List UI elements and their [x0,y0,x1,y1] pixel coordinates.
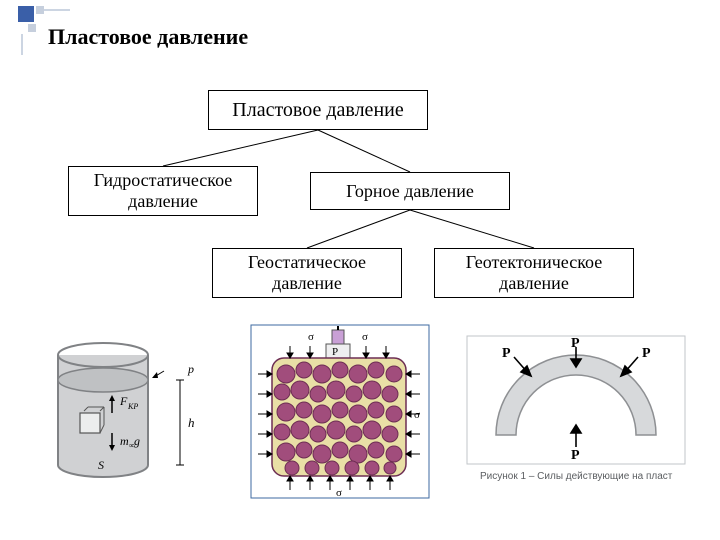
svg-text:F: F [119,394,128,408]
svg-text:m: m [120,434,129,448]
svg-text:σ: σ [336,487,342,499]
tree-hydrostatic: Гидростатическое давление [68,166,258,216]
tree-mountain-label: Горное давление [346,181,474,202]
tree-mountain: Горное давление [310,172,510,210]
tree-hydrostatic-label: Гидростатическое давление [94,170,233,211]
figure-hydrostatic-cylinder: F KP m ∞ g S h p [48,335,218,485]
svg-text:P: P [502,346,511,361]
svg-text:S: S [98,458,104,472]
tree-root-label: Пластовое давление [232,99,403,122]
tree-geotectonic-label: Геотектоническое давление [466,252,603,293]
svg-text:g: g [134,434,140,448]
figure-arch-caption: Рисунок 1 – Силы действующие на пласт [480,471,673,482]
svg-text:P: P [571,448,580,463]
svg-text:σ: σ [308,331,314,343]
figure-geotectonic-arch: P P P P Рисунок 1 – Силы действующие на … [466,335,686,485]
svg-text:P: P [642,346,651,361]
svg-text:P: P [571,336,580,351]
tree-root: Пластовое давление [208,90,428,130]
svg-text:σ: σ [414,409,420,421]
svg-text:KP: KP [127,402,138,411]
svg-text:σ: σ [362,331,368,343]
svg-text:p: p [187,362,194,376]
svg-text:h: h [188,415,195,430]
svg-text:P: P [332,346,338,358]
tree-geotectonic: Геотектоническое давление [434,248,634,298]
page-title: Пластовое давление [48,24,248,50]
tree-geostatic-label: Геостатическое давление [248,252,366,293]
tree-geostatic: Геостатическое давление [212,248,402,298]
figure-geostatic-rock: P σ σ [250,324,430,499]
